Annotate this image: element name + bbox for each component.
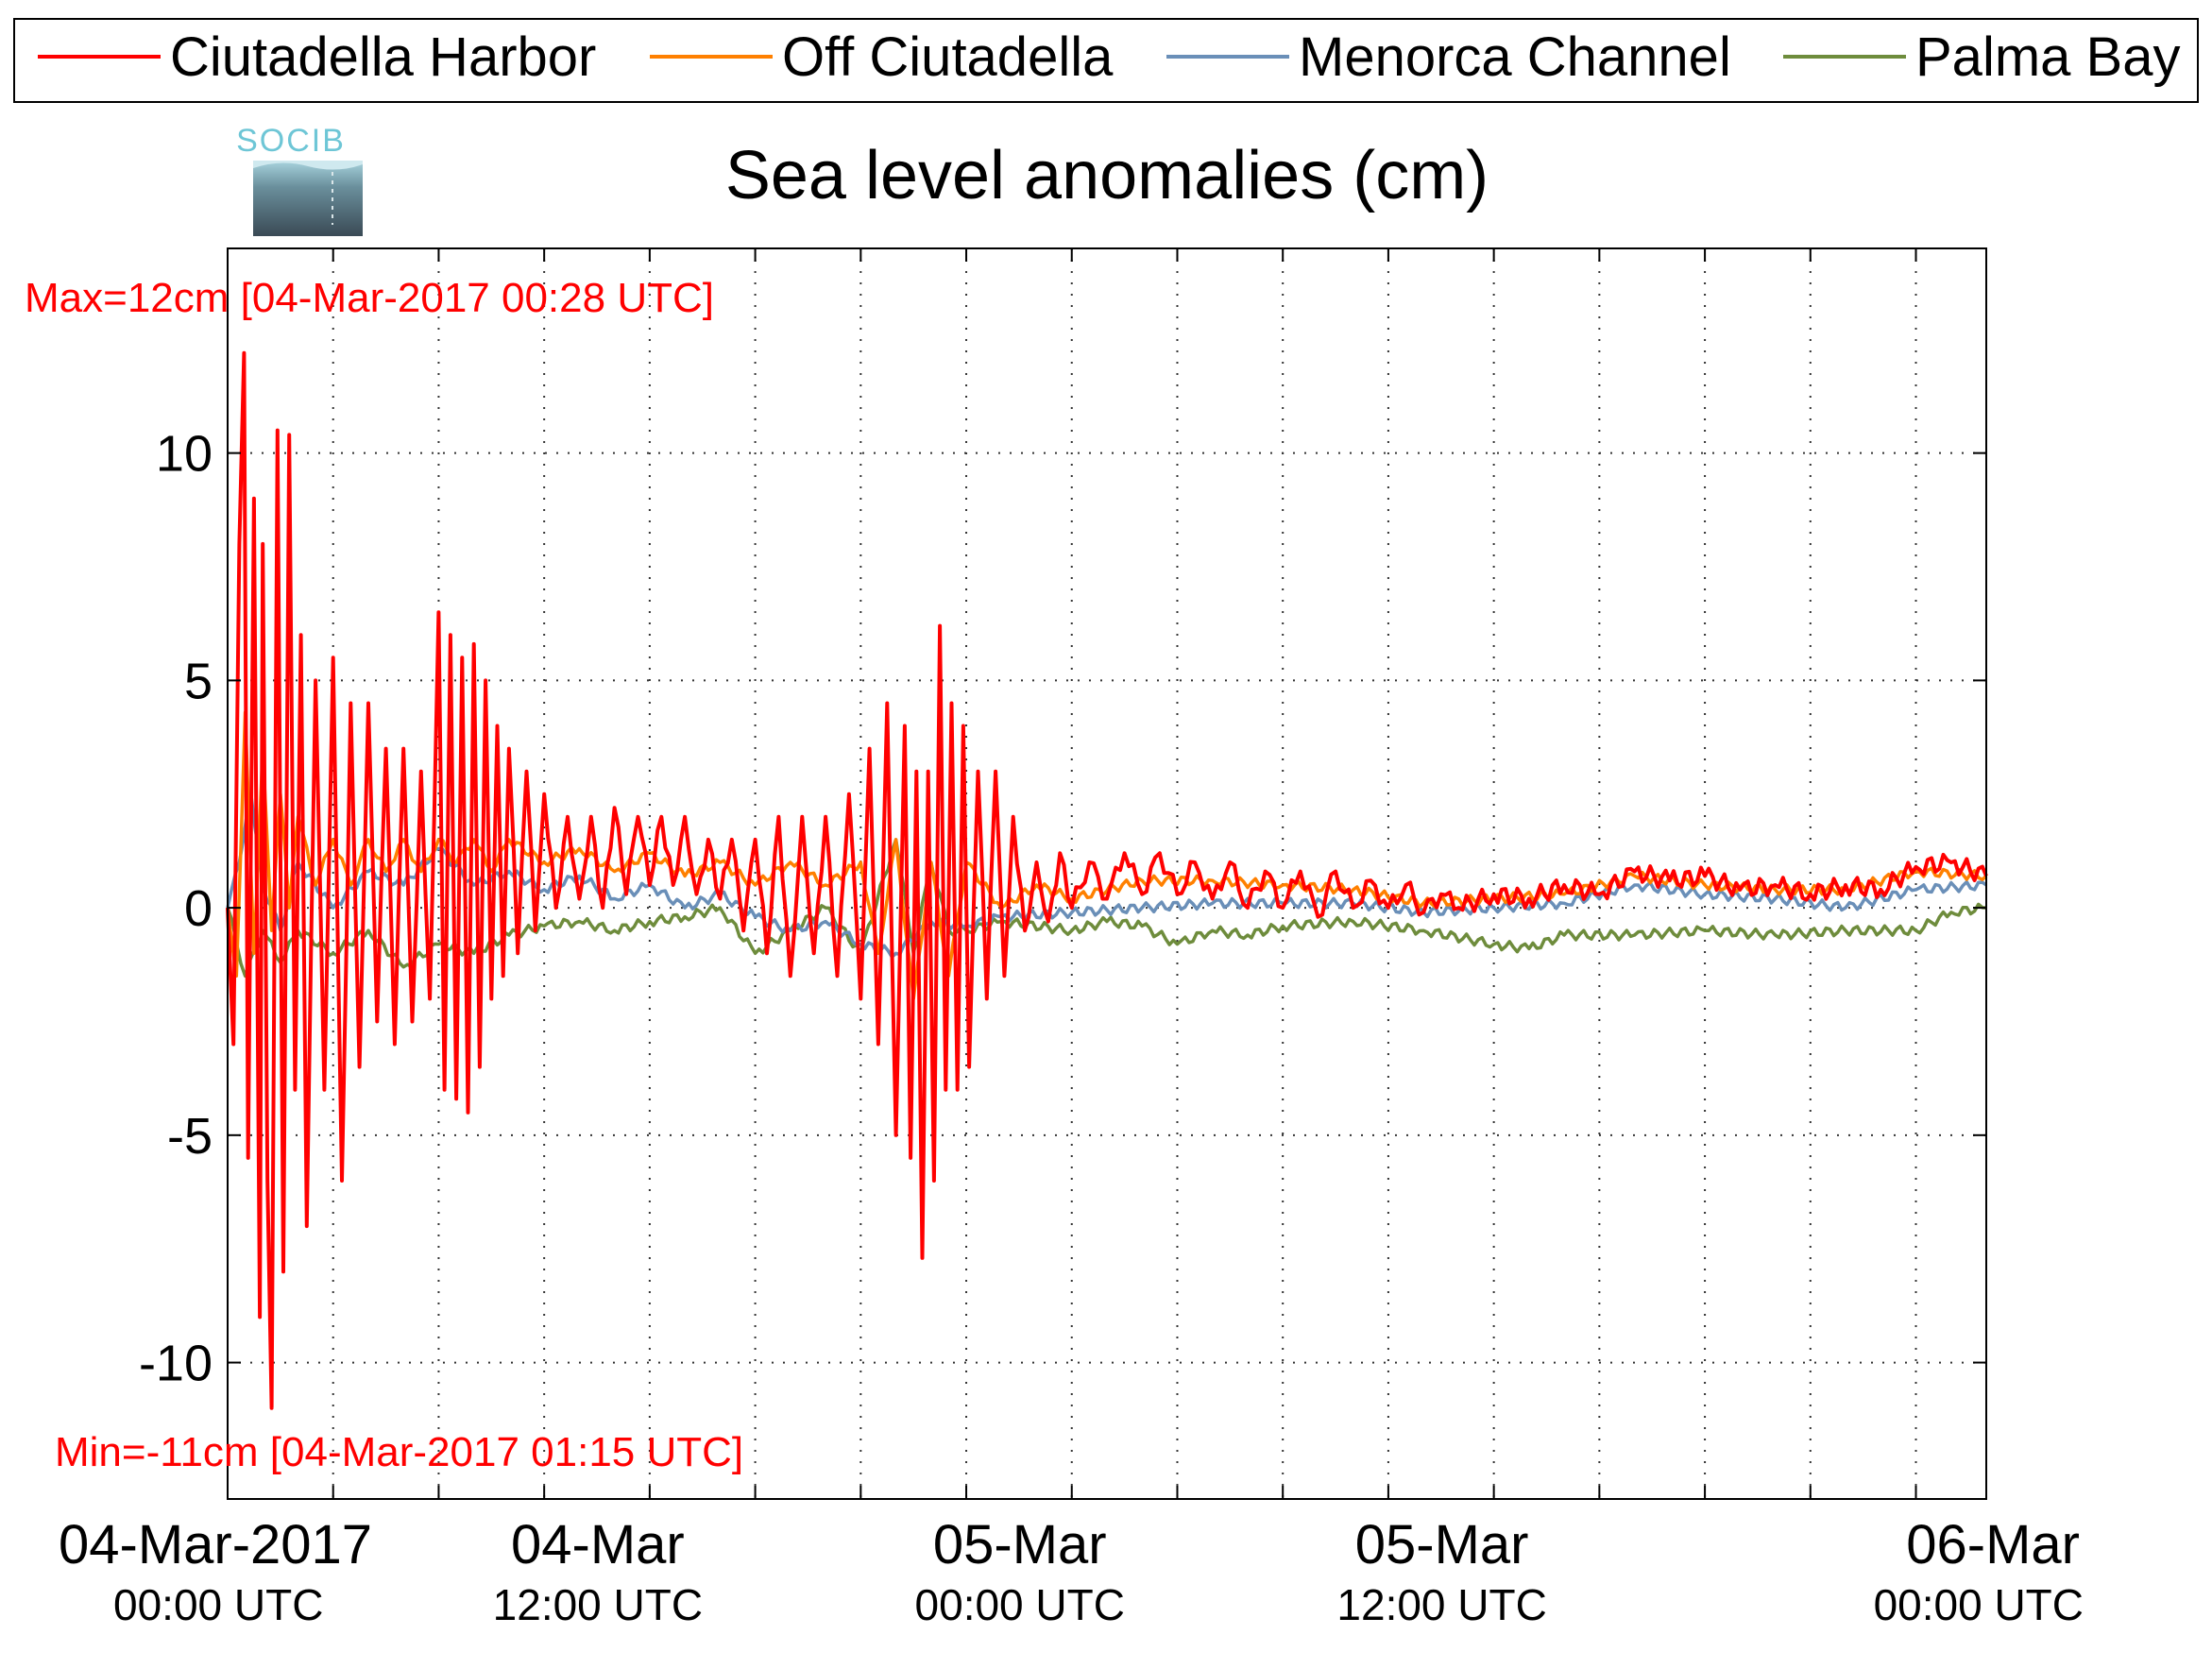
x-tick-label: 04-Mar-2017: [59, 1514, 372, 1575]
x-tick-sublabel: 00:00 UTC: [915, 1580, 1125, 1629]
x-tick-sublabel: 00:00 UTC: [1874, 1580, 2084, 1629]
legend-frame: [13, 18, 2199, 103]
logo-graphic: [253, 161, 363, 236]
y-axis-labels: 10 5 0 -5 -10: [139, 426, 213, 1392]
chart-title: Sea level anomalies (cm): [725, 138, 1489, 213]
y-tick-label: 0: [184, 880, 213, 937]
axis-ticks: [228, 248, 1986, 1499]
y-tick-label: 10: [156, 426, 213, 483]
min-annotation: Min=-11cm [04-Mar-2017 01:15 UTC]: [55, 1429, 743, 1475]
plot-area: [228, 248, 1986, 1499]
x-tick-label: 06-Mar: [1906, 1514, 2080, 1575]
x-tick-label: 05-Mar: [933, 1514, 1107, 1575]
legend-label: Palma Bay: [1915, 26, 2180, 88]
legend-label: Off Ciutadella: [782, 26, 1114, 88]
y-tick-label: 5: [184, 653, 213, 709]
logo-text: SOCIB: [236, 123, 346, 159]
y-tick-label: -5: [167, 1108, 213, 1165]
socib-logo: SOCIB: [236, 123, 363, 236]
legend-label: Menorca Channel: [1299, 26, 1731, 88]
series-line-off-ciutadella: [226, 710, 1988, 1001]
legend-label: Ciutadella Harbor: [170, 26, 596, 88]
x-tick-label: 05-Mar: [1355, 1514, 1529, 1575]
legend: Ciutadella Harbor Off Ciutadella Menorca C…: [13, 18, 2199, 103]
series-line-palma-bay: [226, 838, 1987, 979]
y-tick-label: -10: [139, 1336, 213, 1392]
x-axis-labels: 04-Mar-2017 00:00 UTC 04-Mar 12:00 UTC 05-Ma…: [59, 1514, 2084, 1629]
series-line-ciutadella-harbor: [226, 350, 1988, 1410]
series-lines: [226, 350, 1988, 1410]
max-annotation: Max=12cm [04-Mar-2017 00:28 UTC]: [25, 275, 714, 321]
plot-frame: [227, 247, 1987, 1500]
x-tick-sublabel: 12:00 UTC: [1336, 1580, 1546, 1629]
x-tick-label: 04-Mar: [511, 1514, 685, 1575]
x-tick-sublabel: 12:00 UTC: [493, 1580, 703, 1629]
x-tick-sublabel: 00:00 UTC: [113, 1580, 323, 1629]
